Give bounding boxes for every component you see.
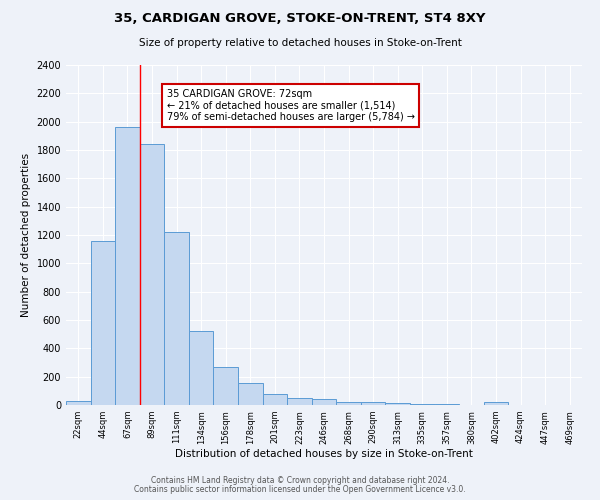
Bar	[189, 332, 214, 405]
Text: 35, CARDIGAN GROVE, STOKE-ON-TRENT, ST4 8XY: 35, CARDIGAN GROVE, STOKE-ON-TRENT, ST4 …	[114, 12, 486, 26]
Text: Contains HM Land Registry data © Crown copyright and database right 2024.: Contains HM Land Registry data © Crown c…	[151, 476, 449, 485]
X-axis label: Distribution of detached houses by size in Stoke-on-Trent: Distribution of detached houses by size …	[175, 450, 473, 460]
Bar	[410, 404, 434, 405]
Bar	[66, 402, 91, 405]
Bar	[434, 404, 459, 405]
Bar	[287, 398, 312, 405]
Bar	[361, 402, 385, 405]
Y-axis label: Number of detached properties: Number of detached properties	[21, 153, 31, 317]
Bar	[91, 240, 115, 405]
Bar	[263, 394, 287, 405]
Bar	[484, 402, 508, 405]
Bar	[214, 368, 238, 405]
Bar	[164, 232, 189, 405]
Bar	[385, 404, 410, 405]
Bar	[336, 402, 361, 405]
Bar	[115, 128, 140, 405]
Text: 35 CARDIGAN GROVE: 72sqm
← 21% of detached houses are smaller (1,514)
79% of sem: 35 CARDIGAN GROVE: 72sqm ← 21% of detach…	[167, 89, 415, 122]
Bar	[238, 383, 263, 405]
Text: Contains public sector information licensed under the Open Government Licence v3: Contains public sector information licen…	[134, 485, 466, 494]
Text: Size of property relative to detached houses in Stoke-on-Trent: Size of property relative to detached ho…	[139, 38, 461, 48]
Bar	[312, 400, 336, 405]
Bar	[140, 144, 164, 405]
